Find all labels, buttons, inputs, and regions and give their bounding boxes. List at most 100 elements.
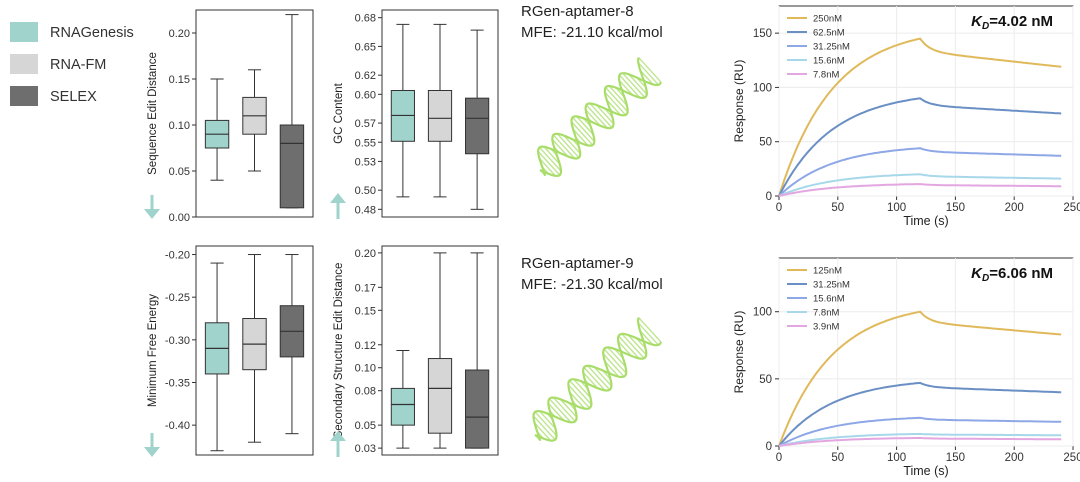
y-tick-label: 0.20 [355,248,376,260]
helix-base-pair [589,102,613,129]
box-selex [279,124,305,209]
helix-base-pair [621,333,645,359]
legend-label: 31.25nM [813,42,850,53]
helix-base-pair [605,87,629,113]
y-tick-label: -0.40 [165,420,190,432]
helix-base-pair [628,73,648,95]
x-tick-label: 250 [1063,202,1080,214]
y-tick-label: 0.55 [355,137,376,149]
y-tick-label: -0.30 [165,335,190,347]
binding-curve-62-5nm [778,97,1062,197]
y-tick-label: 0.48 [355,204,376,216]
kd-annotation: KD=6.06 nM [971,265,1053,284]
y-tick-label: 0.57 [355,118,376,130]
helix-backbone-strand-b [532,317,648,442]
helix-base-pair [537,150,561,176]
gc-content-boxplot: 0.48 0.50 0.53 0.55 0.57 0.60 0.62 0.65 0.68 GC C… [330,9,499,219]
x-tick-label: 150 [946,452,965,464]
y-tick-label: 0.08 [355,386,376,398]
x-axis-label: Time (s) [903,464,948,478]
x-tick-label: 100 [887,452,906,464]
x-axis-label: Time (s) [903,214,948,228]
binding-curve-7-8nm [778,432,1062,447]
aptamer-9-panel: RGen-aptamer-9 MFE: -21.30 kcal/mol [521,255,663,442]
helix-base-pair [639,69,654,85]
box-rna-fm [427,90,453,142]
legend-label-rnagenesis: RNAGenesis [50,25,134,41]
higher-is-better-arrow-head [330,193,346,203]
helix-base-pair [604,360,620,378]
helix-base-pair [552,134,576,159]
helix-base-pair [585,109,601,127]
helix-base-pair [551,138,569,157]
helix-base-pair [573,378,591,399]
y-tick-label: 0.10 [355,363,376,375]
binding-curve-15-6nm [778,416,1062,447]
y-tick-label: 50 [759,137,772,149]
helix-base-pair [585,104,608,129]
helix-base-pair [587,365,611,391]
legend-label: 7.8nM [813,308,839,319]
helix-base-pair [622,72,646,98]
helix-base-pair [556,133,580,159]
helix-base-pair [532,415,556,441]
y-tick-label: 0.00 [169,212,190,224]
helix-base-pair [563,135,581,154]
helix-base-pair [618,335,640,359]
box-rnagenesis [390,387,415,426]
y-axis-label: Response (RU) [732,60,746,143]
helix-base-pair [543,146,561,165]
helix-base-pair [553,397,576,422]
plot-frame [381,9,499,218]
helix-base-pair [572,128,589,146]
helix-base-pair [534,422,552,442]
helix-backbone-strand-b [536,57,648,177]
y-axis-label: Sequence Edit Distance [147,52,159,175]
helix-base-pair [637,322,659,346]
helix-base-pair [539,146,562,172]
y-tick-label: 100 [753,82,772,94]
helix-base-pair [569,391,586,410]
aptamer-mfe: MFE: -21.30 kcal/mol [521,276,663,293]
helix-base-pair [603,348,627,374]
helix-base-pair [539,410,556,429]
box-selex [465,97,490,155]
aptamer-3d-structure-icon [536,57,662,178]
helix-base-pair [608,85,628,106]
y-tick-label: 0.68 [355,13,376,25]
aptamer-mfe: MFE: -21.10 kcal/mol [521,24,663,41]
y-tick-label: 0.05 [355,420,376,432]
secondary-structure-edit-distance-boxplot: 0.03 0.05 0.08 0.10 0.12 0.15 0.17 0.20 Secondar… [330,245,499,457]
helix-base-pair [547,402,565,421]
helix-base-pair [639,330,654,346]
y-axis-label: Response (RU) [732,311,746,394]
binding-curve-31-25nm [778,147,1062,197]
x-tick-label: 200 [1005,452,1024,464]
y-tick-label: 0.53 [355,156,376,168]
y-tick-label: 50 [759,374,772,386]
y-tick-label: 0.20 [169,28,190,40]
binding-curve-3-9nm [778,436,1062,447]
legend-swatch-selex [10,86,38,106]
helix-base-pair [582,371,599,389]
y-tick-label: 0.62 [355,70,376,82]
y-tick-label: 0.60 [355,89,376,101]
legend-label: 31.25nM [813,280,850,291]
helix-base-pair [548,398,572,423]
helix-base-pair [595,104,615,125]
x-tick-label: 50 [831,202,844,214]
y-axis-label: GC Content [333,82,345,144]
binding-curve-125nm [778,310,1062,447]
x-tick-label: 0 [776,452,782,464]
sequence-edit-distance-boxplot: 0.00 0.05 0.10 0.15 0.20 Sequence Edit Distan… [144,9,314,224]
y-tick-label: 0 [766,441,772,453]
x-tick-label: 50 [831,452,844,464]
aptamer-name: RGen-aptamer-8 [521,3,634,20]
y-tick-label: 0.15 [169,74,190,86]
helix-base-pair [534,411,558,436]
helix-base-pair [604,91,627,116]
legend-label: 15.6nM [813,294,845,305]
y-tick-label: 0 [766,191,772,203]
y-tick-label: -0.20 [165,250,190,262]
